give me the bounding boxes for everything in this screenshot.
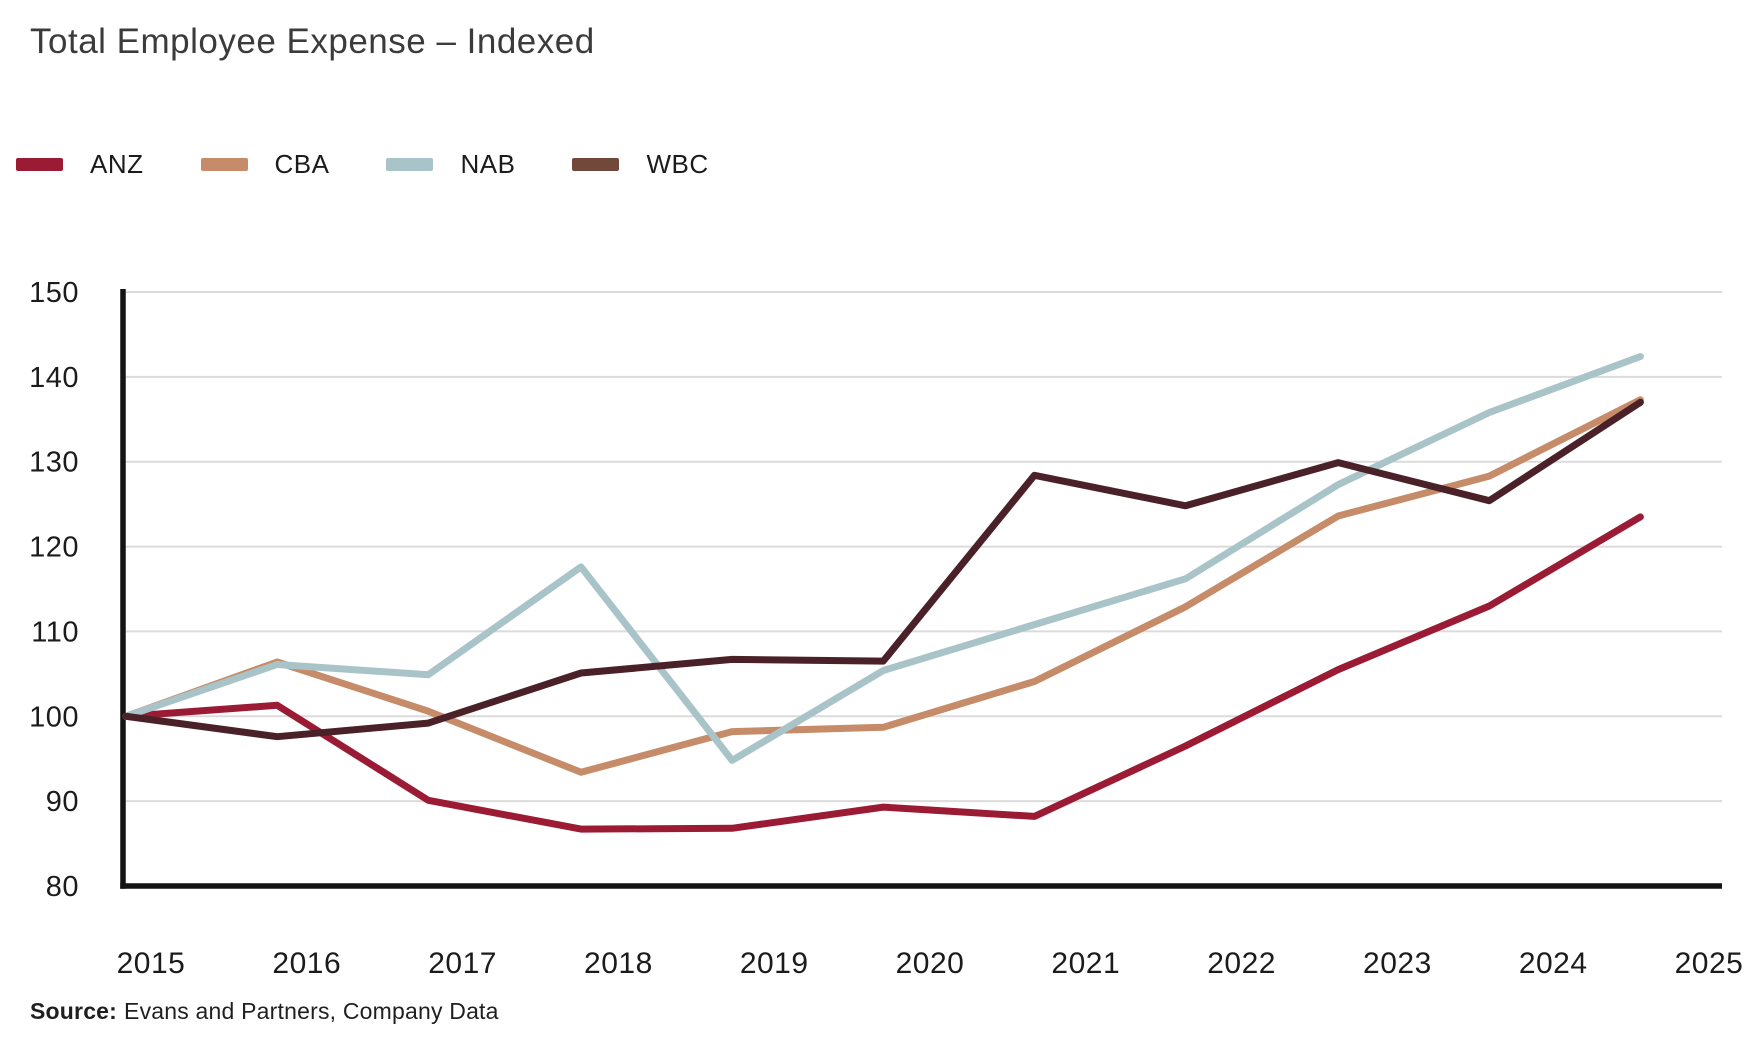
x-tick-label: 2023 [1363,947,1432,980]
source-prefix: Source: [30,998,118,1024]
x-tick-labels: 2015 2016 2017 2018 2019 2020 2021 2022 2023 2024… [117,947,1744,980]
legend-item-anz: ANZ [16,149,144,180]
x-tick-label: 2021 [1051,947,1120,980]
legend-swatch-nab [386,158,434,171]
legend-label-cba: CBA [274,149,330,179]
x-tick-label: 2018 [584,947,653,980]
chart-title: Total Employee Expense – Indexed [30,22,595,61]
legend-label-anz: ANZ [90,149,144,179]
y-tick-label: 80 [46,871,79,903]
x-tick-label: 2019 [740,947,809,980]
legend-swatch-anz [16,158,63,171]
x-tick-label: 2024 [1519,947,1588,980]
y-tick-label: 150 [29,277,79,309]
legend-swatch-wbc [572,158,620,171]
series-line-cba [122,396,1644,776]
series-line-anz [122,513,1644,833]
y-tick-label: 100 [29,701,79,733]
gridlines [123,291,1722,803]
y-tick-label: 90 [46,786,79,818]
legend-swatch-cba [200,158,248,171]
x-tick-label: 2017 [428,947,497,980]
x-tick-label: 2015 [117,947,186,980]
series-line-wbc [122,398,1644,741]
y-tick-label: 110 [31,616,79,648]
x-tick-label: 2016 [272,947,341,980]
x-tick-label: 2025 [1675,947,1744,980]
source-text: Evans and Partners, Company Data [124,998,499,1024]
legend-label-nab: NAB [460,149,516,179]
legend-item-wbc: WBC [572,149,708,180]
y-tick-label: 130 [29,447,79,479]
x-tick-label: 2020 [896,947,965,980]
y-tick-label: 140 [29,362,79,394]
y-tick-label: 120 [29,532,79,564]
x-tick-label: 2022 [1207,947,1276,980]
source-line: Source: Evans and Partners, Company Data [30,998,499,1025]
legend: ANZ CBA NAB WBC [16,149,766,180]
legend-item-cba: CBA [200,149,330,180]
y-tick-labels: 80 90 100 110 120 130 140 150 [29,277,79,903]
legend-label-wbc: WBC [646,149,709,179]
legend-item-nab: NAB [386,149,515,180]
series-line-nab [122,353,1644,764]
